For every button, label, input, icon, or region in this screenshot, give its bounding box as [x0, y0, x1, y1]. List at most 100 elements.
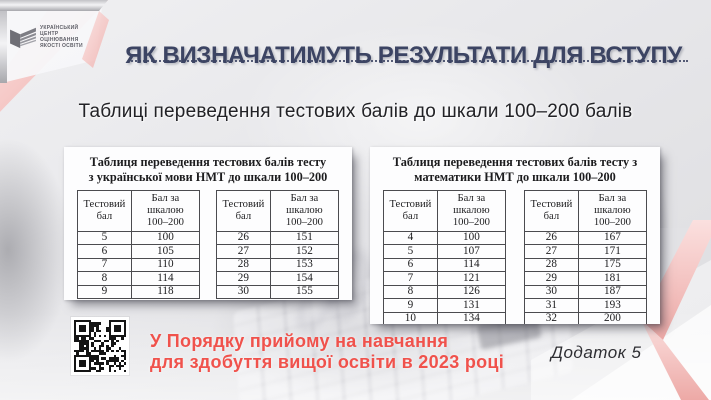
ucqa-logo: УКРАЇНСЬКИЙ ЦЕНТР ОЦІНЮВАННЯ ЯКОСТІ ОСВІ… — [9, 25, 83, 49]
table-row: 26 151 — [216, 230, 340, 246]
table-cell: 187 — [577, 284, 648, 300]
table-cell: 10 — [383, 311, 438, 324]
table-cell: 9 — [77, 284, 132, 300]
table-row: 4 100 — [383, 230, 507, 246]
table-row: 29 154 — [216, 271, 340, 286]
table-cell: 30 — [216, 284, 271, 300]
col-header-scale-score: Бал за шкалою 100–200 — [130, 190, 201, 232]
table-cell: 110 — [130, 257, 201, 273]
table-cell: 114 — [436, 257, 507, 273]
qr-code — [71, 317, 129, 375]
table-row: 8 114 — [77, 271, 201, 286]
page-title: ЯК ВИЗНАЧАТИМУТЬ РЕЗУЛЬТАТИ ДЛЯ ВСТУПУ — [125, 42, 682, 70]
card-title: Таблиця переведення тестових балів тесту… — [88, 155, 328, 184]
col-header-test-score: Тестовий бал — [216, 190, 271, 232]
col-header-scale-score: Бал за шкалою 100–200 — [436, 190, 507, 232]
table-cell: 27 — [216, 244, 271, 259]
table-row: 6 105 — [77, 244, 201, 259]
table-row: 32 200 — [524, 311, 648, 324]
table-row: 5 107 — [383, 244, 507, 259]
table-row: 7 110 — [77, 257, 201, 273]
col-header-test-score: Тестовий бал — [383, 190, 438, 232]
table-body: 26 151 27 152 28 153 29 154 30 155 — [216, 230, 340, 300]
table-cell: 6 — [77, 244, 132, 259]
admission-note-line2: для здобуття вищої освіти в 2023 році — [150, 352, 505, 372]
table-row: 30 155 — [216, 284, 340, 300]
logo-org-line: ОЦІНЮВАННЯ — [40, 37, 79, 43]
corner-ribbon-top-left — [0, 0, 109, 112]
table-card-ukrainian: Таблиця переведення тестових балів тесту… — [64, 147, 352, 300]
logo-org-line: ЯКОСТІ ОСВІТИ — [40, 43, 83, 49]
table-cell: 29 — [216, 271, 271, 286]
table-row: 28 175 — [524, 257, 648, 273]
annex-label: Додаток 5 — [551, 343, 642, 362]
table-cell: 152 — [269, 244, 340, 259]
logo-org-line: УКРАЇНСЬКИЙ — [40, 25, 79, 31]
open-book-icon — [10, 27, 36, 49]
conversion-table: Тестовий бал Бал за шкалою 100–200 4 100 5… — [383, 190, 507, 324]
col-header-test-score: Тестовий бал — [524, 190, 579, 232]
table-cell: 5 — [77, 230, 132, 246]
table-cell: 151 — [269, 230, 340, 246]
table-cell: 32 — [524, 311, 579, 324]
table-cell: 181 — [577, 271, 648, 286]
col-header-scale-score: Бал за шкалою 100–200 — [577, 190, 648, 232]
table-cell: 100 — [130, 230, 201, 246]
table-cell: 131 — [436, 298, 507, 313]
table-cell: 105 — [130, 244, 201, 259]
table-row: 28 153 — [216, 257, 340, 273]
table-body: 4 100 5 107 6 114 7 121 8 126 9 131 10 134 — [383, 230, 507, 324]
table-cell: 5 — [383, 244, 438, 259]
col-header-test-score: Тестовий бал — [77, 190, 132, 232]
table-cell: 26 — [524, 230, 579, 246]
dotted-divider — [128, 60, 688, 62]
table-body: 5 100 6 105 7 110 8 114 9 118 — [77, 230, 201, 300]
table-row: 7 121 — [383, 271, 507, 286]
table-cell: 155 — [269, 284, 340, 300]
table-cell: 134 — [436, 311, 507, 324]
table-cell: 175 — [577, 257, 648, 273]
admission-note-line1: У Порядку прийому на навчання — [150, 331, 449, 351]
table-row: 6 114 — [383, 257, 507, 273]
table-cell: 167 — [577, 230, 648, 246]
table-cell: 31 — [524, 298, 579, 313]
table-card-math: Таблиця переведення тестових балів тесту… — [370, 147, 660, 324]
table-cell: 8 — [77, 271, 132, 286]
table-row: 30 187 — [524, 284, 648, 300]
conversion-table: Тестовий бал Бал за шкалою 100–200 5 100 6… — [77, 190, 201, 300]
logo-org-line: ЦЕНТР — [40, 31, 59, 37]
table-body: 26 167 27 171 28 175 29 181 30 187 31 193 32 200 — [524, 230, 648, 324]
card-title: Таблиця переведення тестових балів тесту… — [392, 155, 638, 184]
table-row: 9 118 — [77, 284, 201, 300]
table-cell: 26 — [216, 230, 271, 246]
table-row: 27 152 — [216, 244, 340, 259]
table-cell: 9 — [383, 298, 438, 313]
table-cell: 121 — [436, 271, 507, 286]
table-cell: 107 — [436, 244, 507, 259]
table-cell: 114 — [130, 271, 201, 286]
table-cell: 171 — [577, 244, 648, 259]
table-cell: 30 — [524, 284, 579, 300]
table-cell: 8 — [383, 284, 438, 300]
table-cell: 200 — [577, 311, 648, 324]
conversion-table: Тестовий бал Бал за шкалою 100–200 26 151… — [216, 190, 340, 300]
table-row: 26 167 — [524, 230, 648, 246]
table-row: 9 131 — [383, 298, 507, 313]
logo-org-name: УКРАЇНСЬКИЙ ЦЕНТР ОЦІНЮВАННЯ ЯКОСТІ ОСВІ… — [40, 25, 83, 49]
table-cell: 6 — [383, 257, 438, 273]
table-cell: 193 — [577, 298, 648, 313]
conversion-table: Тестовий бал Бал за шкалою 100–200 26 167… — [524, 190, 648, 324]
table-cell: 100 — [436, 230, 507, 246]
col-header-scale-score: Бал за шкалою 100–200 — [269, 190, 340, 232]
slide-subtitle: Таблиці переведення тестових балів до шк… — [78, 101, 633, 122]
table-cell: 28 — [216, 257, 271, 273]
table-cell: 126 — [436, 284, 507, 300]
table-cell: 118 — [130, 284, 201, 300]
subtables: Тестовий бал Бал за шкалою 100–200 5 100 6… — [77, 190, 340, 300]
table-row: 31 193 — [524, 298, 648, 313]
table-cell: 7 — [383, 271, 438, 286]
table-cell: 7 — [77, 257, 132, 273]
subtables: Тестовий бал Бал за шкалою 100–200 4 100 5… — [383, 190, 648, 324]
table-cell: 27 — [524, 244, 579, 259]
